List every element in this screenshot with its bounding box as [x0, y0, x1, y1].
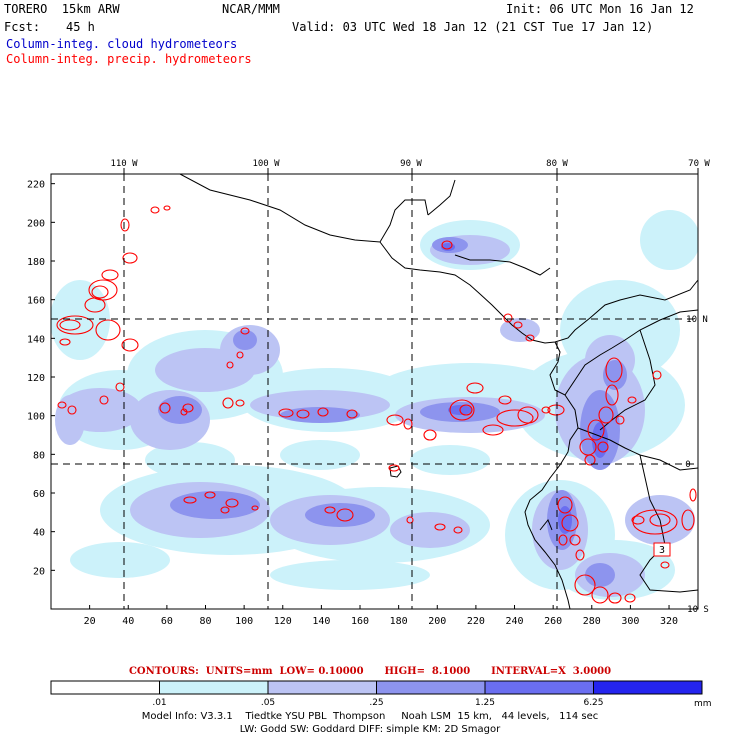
y-tick-label: 180 [27, 257, 45, 268]
lon-label: 110 W [110, 159, 138, 169]
colorbar-tick-label: .05 [261, 698, 275, 708]
y-tick-label: 160 [27, 296, 45, 307]
lon-label: 80 W [546, 159, 568, 169]
lat-label: 10 N [686, 315, 708, 325]
contour-value-label: 3 [659, 545, 665, 556]
legend-precip-label: Column-integ. precip. hydrometeors [6, 52, 252, 66]
y-tick-label: 140 [27, 334, 45, 345]
center-name: NCAR/MMM [222, 2, 280, 16]
x-tick-label: 60 [161, 616, 173, 627]
y-tick-label: 80 [33, 450, 45, 461]
colorbar-segment [267, 680, 377, 695]
lat-lon-grid [51, 174, 698, 609]
lon-label: 90 W [400, 159, 422, 169]
lat-label: 0 [685, 460, 690, 470]
colorbar-unit: mm [694, 699, 712, 709]
colorbar-tick-label: 1.25 [475, 698, 495, 708]
lat-label: 10 S [687, 605, 709, 615]
colorbar-tick-label: .01 [152, 698, 166, 708]
contour-info: CONTOURS: UNITS=mm LOW= 0.10000 HIGH= 8.… [128, 666, 612, 677]
model-info-line: Model Info: V3.3.1 Tiedtke YSU PBL Thomp… [141, 711, 599, 722]
colorbar-segment [484, 680, 594, 695]
forecast-hours: 45 h [66, 20, 95, 34]
x-index-axis: 20 40 60 80 100 120 140 160 180 200 220 240 260 280 30… [84, 605, 678, 627]
lon-label: 70 W [688, 159, 710, 169]
contour-label-box [653, 542, 671, 557]
x-tick-label: 100 [235, 616, 253, 627]
x-tick-label: 20 [84, 616, 96, 627]
precip-contours [56, 205, 697, 604]
x-tick-label: 240 [505, 616, 523, 627]
colorbar-tick-label: .25 [369, 698, 383, 708]
y-tick-label: 200 [27, 218, 45, 229]
colorbar: .01 .05 .25 1.25 6.25 [50, 680, 703, 708]
x-tick-label: 320 [660, 616, 678, 627]
colorbar-segment [376, 680, 486, 695]
colorbar-tick-label: 6.25 [583, 698, 603, 708]
y-tick-label: 40 [33, 528, 45, 539]
y-tick-label: 60 [33, 489, 45, 500]
lon-label: 100 W [252, 159, 280, 169]
colorbar-segment [593, 680, 703, 695]
y-index-axis: 20 40 60 80 100 120 140 160 180 200 220 [27, 180, 55, 577]
x-tick-label: 120 [274, 616, 292, 627]
y-tick-label: 100 [27, 412, 45, 423]
colorbar-segment [159, 680, 269, 695]
x-tick-label: 180 [390, 616, 408, 627]
legend-cloud-label: Column-integ. cloud hydrometeors [6, 37, 238, 51]
valid-time: Valid: 03 UTC Wed 18 Jan 12 (21 CST Tue … [292, 20, 654, 34]
x-tick-label: 40 [122, 616, 134, 627]
y-tick-label: 220 [27, 180, 45, 191]
colorbar-segment [50, 680, 160, 695]
x-tick-label: 80 [199, 616, 211, 627]
x-tick-label: 260 [544, 616, 562, 627]
x-tick-label: 200 [428, 616, 446, 627]
model-name: TORERO 15km ARW [4, 2, 120, 16]
x-tick-label: 140 [312, 616, 330, 627]
x-tick-label: 160 [351, 616, 369, 627]
x-tick-label: 220 [467, 616, 485, 627]
map-frame [50, 173, 699, 610]
cloud-shading [51, 210, 698, 600]
y-tick-label: 120 [27, 373, 45, 384]
x-tick-label: 280 [583, 616, 601, 627]
forecast-label: Fcst: [4, 20, 41, 34]
y-tick-label: 20 [33, 566, 45, 577]
x-tick-label: 300 [621, 616, 639, 627]
init-time: Init: 06 UTC Mon 16 Jan 12 [506, 2, 694, 16]
physics-info-line: LW: Godd SW: Goddard DIFF: simple KM: 2D… [239, 724, 501, 735]
